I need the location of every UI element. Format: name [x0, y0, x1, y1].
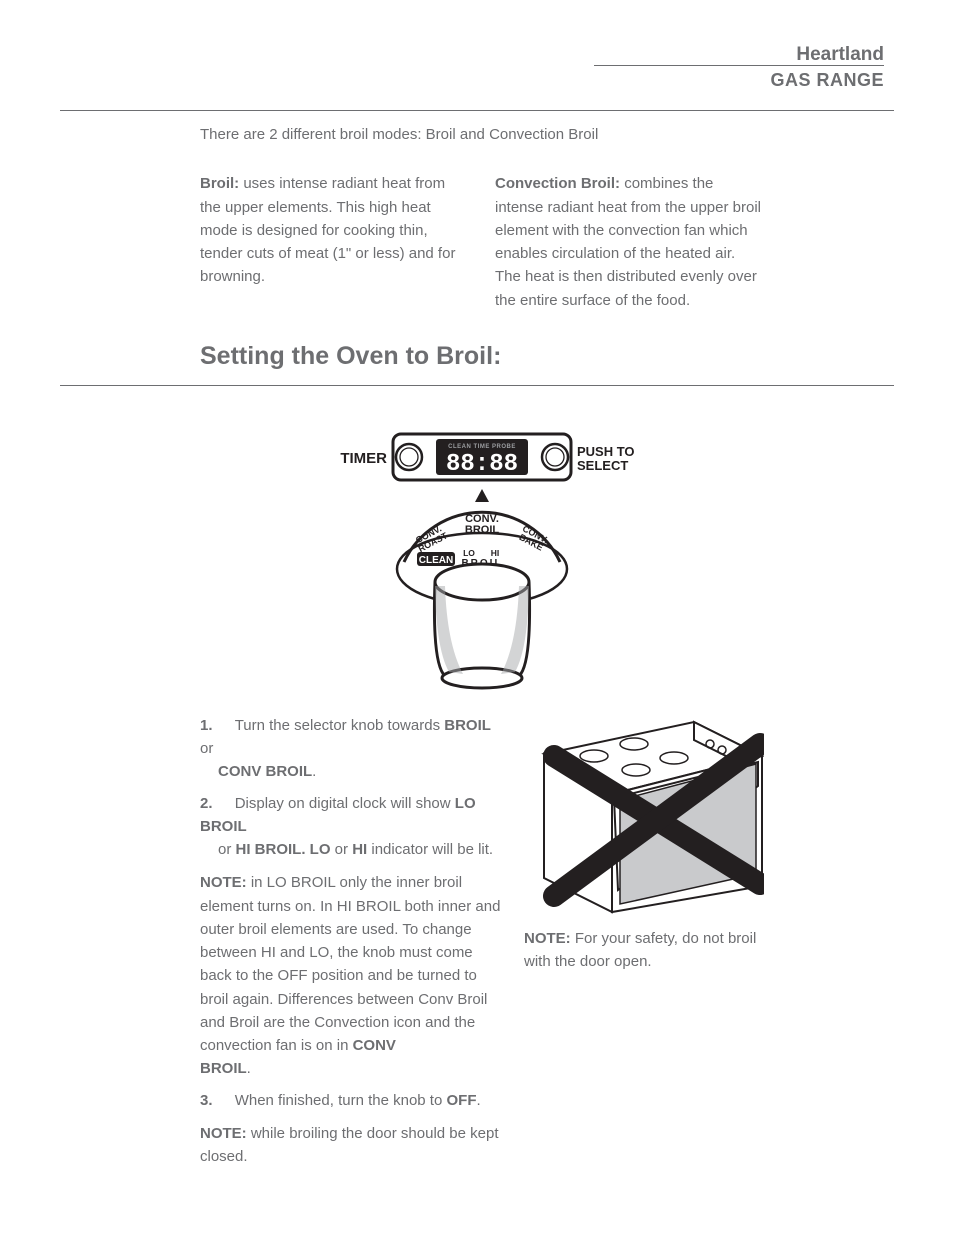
svg-text:BROIL: BROIL	[465, 524, 500, 536]
intro-text: There are 2 different broil modes: Broil…	[200, 126, 485, 143]
section-rule	[60, 385, 894, 386]
note1-k2: BROIL	[200, 1060, 247, 1077]
note-2: NOTE: while broiling the door should be …	[200, 1122, 502, 1169]
page: Heartland GAS RANGE There are 2 differen…	[0, 0, 954, 1216]
step2-k2: HI BROIL. LO	[236, 841, 331, 858]
product-name: GAS RANGE	[770, 70, 884, 91]
broil-title: Broil:	[200, 175, 239, 192]
header-underline	[594, 65, 884, 66]
step2-pre: Display on digital clock will show	[235, 795, 455, 812]
steps-column: 1. Turn the selector knob towards BROIL …	[200, 714, 502, 1177]
dial-diagram-wrap: CLEAN TIME PROBE 88:88 TIMER PUSH TO SEL…	[200, 414, 764, 694]
step2-k3: HI	[352, 841, 367, 858]
intro-rest: Convection Broil	[489, 126, 598, 143]
note3-label: NOTE:	[524, 930, 571, 947]
stove-illustration	[524, 714, 764, 914]
step-1: 1. Turn the selector knob towards BROIL …	[200, 714, 502, 784]
step3-post: .	[476, 1092, 480, 1109]
step3-num: 3.	[200, 1092, 213, 1109]
note1-label: NOTE:	[200, 874, 247, 891]
step1-post: .	[312, 763, 316, 780]
mode-columns: Broil: uses intense radiant heat from th…	[200, 172, 764, 316]
select-knob-inner	[546, 448, 564, 466]
stove-column: NOTE: For your safety, do not broil with…	[524, 714, 764, 1177]
clean-text: CLEAN	[419, 555, 453, 566]
step3-k1: OFF	[446, 1092, 476, 1109]
intro-line: There are 2 different broil modes: Broil…	[200, 123, 764, 146]
step-3: 3. When finished, turn the knob to OFF.	[200, 1089, 502, 1112]
note1-pre: in LO BROIL only the inner broil element…	[200, 874, 500, 1054]
knob-top	[435, 564, 529, 600]
step2-mid2: or	[331, 841, 353, 858]
brand-name: Heartland	[796, 44, 884, 66]
step2-mid: or	[218, 841, 236, 858]
dial-pointer	[475, 489, 489, 502]
top-rule	[60, 110, 894, 111]
lcd-main-text: 88:88	[446, 451, 518, 478]
conv-broil-column: Convection Broil: combines the intense r…	[495, 172, 764, 316]
lcd-top-text: CLEAN TIME PROBE	[448, 444, 516, 450]
step3-pre: When finished, turn the knob to	[235, 1092, 447, 1109]
lo-text: LO	[463, 548, 475, 558]
step1-k2: CONV BROIL	[218, 763, 312, 780]
select-label-1: PUSH TO	[577, 444, 635, 459]
step-2: 2. Display on digital clock will show LO…	[200, 792, 502, 862]
timer-label: TIMER	[340, 450, 387, 467]
broil-body: uses intense radiant heat from the upper…	[200, 175, 455, 285]
content-area: There are 2 different broil modes: Broil…	[60, 123, 894, 371]
note1-post: .	[247, 1060, 251, 1077]
note-1: NOTE: in LO BROIL only the inner broil e…	[200, 871, 502, 1080]
note-3: NOTE: For your safety, do not broil with…	[524, 927, 764, 974]
section-title: Setting the Oven to Broil:	[200, 342, 764, 371]
steps-row: 1. Turn the selector knob towards BROIL …	[200, 714, 764, 1177]
timer-knob-inner	[400, 448, 418, 466]
step2-num: 2.	[200, 795, 213, 812]
step1-k1: BROIL	[444, 717, 491, 734]
hi-text: HI	[491, 548, 500, 558]
broil-column: Broil: uses intense radiant heat from th…	[200, 172, 469, 316]
label-conv-broil: CONV. BROIL	[465, 513, 500, 536]
note1-k1: CONV	[353, 1037, 396, 1054]
dial-diagram: CLEAN TIME PROBE 88:88 TIMER PUSH TO SEL…	[287, 414, 677, 694]
step2-post: indicator will be lit.	[367, 841, 493, 858]
label-conv-roast: CONV. ROAST	[412, 522, 449, 554]
conv-broil-body: combines the intense radiant heat from t…	[495, 175, 761, 308]
lower-content: CLEAN TIME PROBE 88:88 TIMER PUSH TO SEL…	[60, 414, 894, 1177]
step1-mid: or	[200, 740, 213, 757]
select-label-2: SELECT	[577, 458, 628, 473]
note2-label: NOTE:	[200, 1125, 247, 1142]
label-conv-bake: CONV. BAKE	[517, 523, 550, 553]
step1-num: 1.	[200, 717, 213, 734]
step1-pre: Turn the selector knob towards	[235, 717, 445, 734]
conv-broil-title: Convection Broil:	[495, 175, 620, 192]
